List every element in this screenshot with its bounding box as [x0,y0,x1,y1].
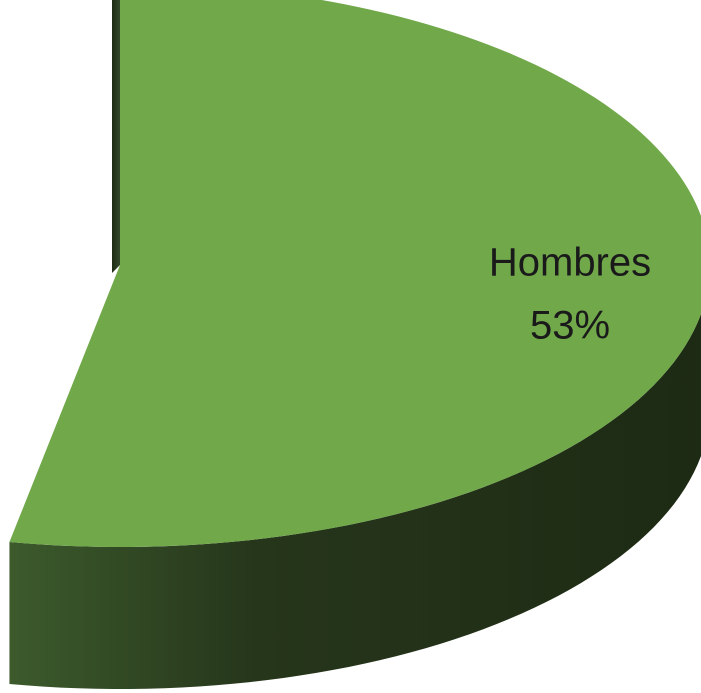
slice-cut-face [112,0,120,273]
pie-slice [9,0,701,547]
slice-label: Hombres [489,241,651,285]
slice-value-label: 53% [530,304,610,348]
slice-side [9,314,701,689]
